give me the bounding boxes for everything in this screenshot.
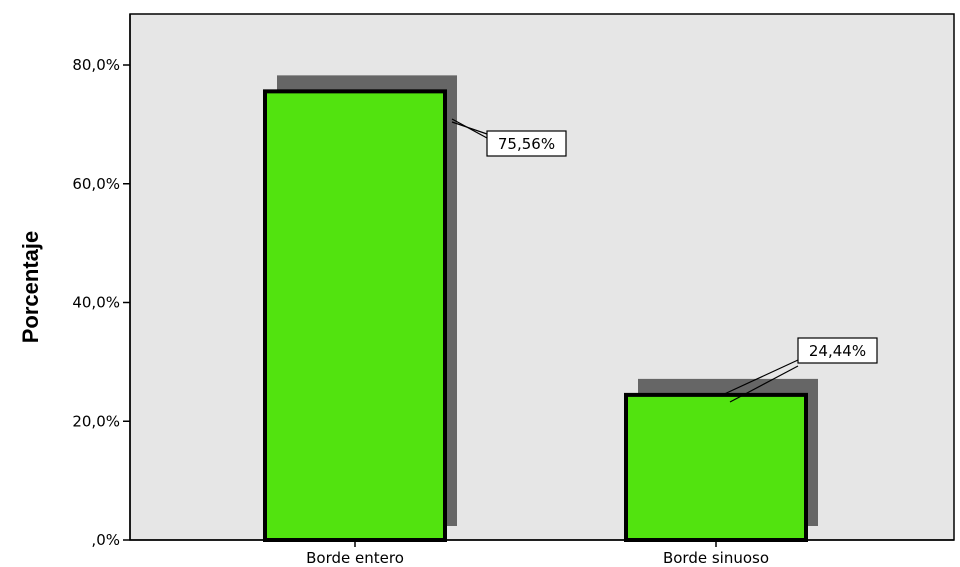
data-label-leader bbox=[719, 359, 799, 397]
y-tick-label: 20,0% bbox=[72, 412, 120, 430]
y-tick-label: 80,0% bbox=[72, 56, 120, 74]
y-tick-label: 40,0% bbox=[72, 294, 120, 312]
y-tick-label: 60,0% bbox=[72, 175, 120, 193]
x-tick-label: Borde entero bbox=[306, 549, 404, 567]
bar bbox=[624, 392, 808, 543]
data-label: 75,56% bbox=[498, 135, 555, 153]
x-tick-label: Borde sinuoso bbox=[663, 549, 769, 567]
y-axis: ,0% 20,0% 40,0% 60,0% 80,0% bbox=[72, 56, 130, 549]
data-label-box bbox=[797, 337, 878, 364]
bar bbox=[263, 89, 447, 543]
y-axis-title: Porcentaje bbox=[18, 231, 43, 344]
data-label-box bbox=[486, 130, 567, 157]
data-label: 24,44% bbox=[809, 342, 866, 360]
x-axis: Borde entero Borde sinuoso bbox=[129, 14, 954, 567]
data-label-leader bbox=[729, 365, 799, 403]
y-tick-label: ,0% bbox=[91, 531, 120, 549]
plot-background bbox=[129, 13, 955, 541]
data-labels: 75,56% 24,44% bbox=[451, 118, 878, 403]
data-label-leader bbox=[451, 118, 488, 139]
